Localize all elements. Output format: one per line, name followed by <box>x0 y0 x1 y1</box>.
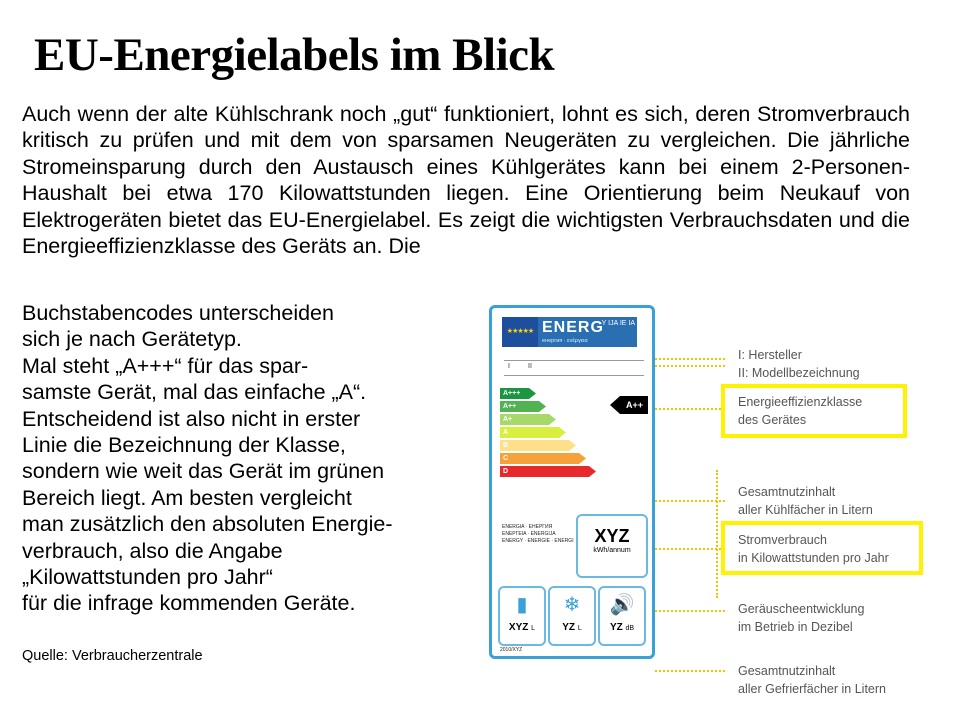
fridge-unit: L <box>531 625 536 632</box>
label-brand-sub: енергия · ενέργεια <box>542 338 588 344</box>
annual-value: XYZ <box>594 526 630 546</box>
efficiency-bar: A <box>500 427 566 438</box>
callout-fridge-volume: Gesamtnutzinhalt aller Kühlfächer in Lit… <box>738 483 873 519</box>
label-brand: ENERG <box>542 319 604 336</box>
body-line: Linie die Bezeichnung der Klasse, <box>22 433 346 458</box>
body-line: Entscheidend ist also nicht in erster <box>22 406 361 431</box>
callout-line: Gesamtnutzinhalt <box>738 664 836 678</box>
marker-ii: II <box>528 363 532 370</box>
body-line: man zusätzlich den absoluten Energie- <box>22 512 393 537</box>
callout-efficiency-class: Energieeffizienzklasse des Gerätes <box>738 393 862 429</box>
label-language-line: ENERGY · ENERGIE · ENERGI <box>502 538 574 544</box>
efficiency-bar: A++ <box>500 401 546 412</box>
efficiency-bar: C <box>500 453 586 464</box>
callout-line: im Betrieb in Dezibel <box>738 620 853 634</box>
leader-line <box>716 470 718 598</box>
body-line: samste Gerät, mal das einfache „A“. <box>22 380 367 405</box>
label-brand-marks: Y IJA IE IA <box>601 320 635 327</box>
speaker-icon: 🔊 <box>609 594 635 616</box>
leader-line <box>655 358 725 360</box>
label-footer: 2010/XYZ <box>500 647 523 653</box>
body-line: Buchstabencodes unterscheiden <box>22 301 334 325</box>
page-title: EU-Energielabels im Blick <box>34 29 555 81</box>
efficiency-bar: D <box>500 466 596 477</box>
callout-line: in Kilowattstunden pro Jahr <box>738 551 889 565</box>
energy-label: ★★★★★ ENERG енергия · ενέργεια Y IJA IE … <box>489 305 655 659</box>
callout-line: Stromverbrauch <box>738 533 827 547</box>
highlight-efficiency <box>721 384 907 438</box>
body-line: verbrauch, also die Angabe <box>22 538 283 563</box>
annual-consumption-box: XYZ kWh/annum <box>576 514 648 578</box>
freezer-volume-box: ❄ YZ L <box>548 586 596 646</box>
callout-line: Gesamtnutzinhalt <box>738 485 836 499</box>
efficiency-bar: A+++ <box>500 388 536 399</box>
label-supplier-row: I II <box>504 360 644 376</box>
label-language-line: ΕΝΕΡΓΕΙΑ · ENERGIJA <box>502 531 556 537</box>
body-paragraph: Buchstabencodes unterscheiden sich je na… <box>22 300 393 617</box>
noise-value: YZ <box>609 622 623 633</box>
body-line: sondern wie weit das Gerät im grünen <box>22 459 385 484</box>
leader-line <box>655 365 725 367</box>
callout-line: Energieeffizienzklasse <box>738 395 863 409</box>
body-line: Bereich liegt. Am besten vergleicht <box>22 485 352 510</box>
label-languages: ENERGIA · ЕНЕРГИЯ ΕΝΕΡΓΕΙΑ · ENERGIJA EN… <box>502 524 574 545</box>
callout-line: Geräuscheentwicklung <box>738 602 865 616</box>
eu-flag-icon: ★★★★★ <box>502 317 538 347</box>
body-line: „Kilowattstunden pro Jahr“ <box>22 565 273 590</box>
callout-manufacturer: I: Hersteller II: Modellbezeichnung <box>738 346 860 382</box>
callout-line: aller Kühlfächer in Litern <box>738 503 873 517</box>
freezer-value: YZ <box>562 622 576 633</box>
callout-line: I: Hersteller <box>738 348 802 362</box>
callout-line: des Gerätes <box>738 413 807 427</box>
callout-freezer-volume: Gesamtnutzinhalt aller Gefrierfächer in … <box>738 662 886 698</box>
callout-energy-consumption: Stromverbrauch in Kilowattstunden pro Ja… <box>738 531 889 567</box>
body-line: sich je nach Gerätetyp. <box>22 327 242 352</box>
body-line: Mal steht „A+++“ für das spar- <box>22 353 309 378</box>
source-note: Quelle: Verbraucherzentrale <box>22 648 203 664</box>
noise-box: 🔊 YZ dB <box>598 586 646 646</box>
bottle-icon: ▮ <box>516 594 528 616</box>
leader-line <box>655 548 725 550</box>
annual-unit: kWh/annum <box>593 547 631 554</box>
efficiency-bar: A+ <box>500 414 556 425</box>
freezer-unit: L <box>577 625 582 632</box>
marker-i: I <box>508 363 510 370</box>
fridge-value: XYZ <box>508 622 529 633</box>
label-header: ★★★★★ ENERG енергия · ενέργεια Y IJA IE … <box>502 317 637 347</box>
leader-line <box>655 670 725 672</box>
efficiency-bar: B <box>500 440 576 451</box>
callout-line: aller Gefrierfächer in Litern <box>738 682 886 696</box>
highlight-consumption <box>721 521 923 575</box>
label-language-line: ENERGIA · ЕНЕРГИЯ <box>502 524 553 530</box>
noise-unit: dB <box>625 625 635 632</box>
fridge-volume-box: ▮ XYZ L <box>498 586 546 646</box>
leader-line <box>655 408 725 410</box>
callout-noise: Geräuscheentwicklung im Betrieb in Dezib… <box>738 600 864 636</box>
leader-line <box>655 500 725 502</box>
leader-line <box>655 610 725 612</box>
callout-line: II: Modellbezeichnung <box>738 366 860 380</box>
intro-paragraph: Auch wenn der alte Kühlschrank noch „gut… <box>22 102 910 259</box>
rating-arrow: A++ <box>610 396 648 414</box>
snowflake-icon: ❄ <box>563 594 581 616</box>
body-line: für die infrage kommenden Geräte. <box>22 591 356 616</box>
